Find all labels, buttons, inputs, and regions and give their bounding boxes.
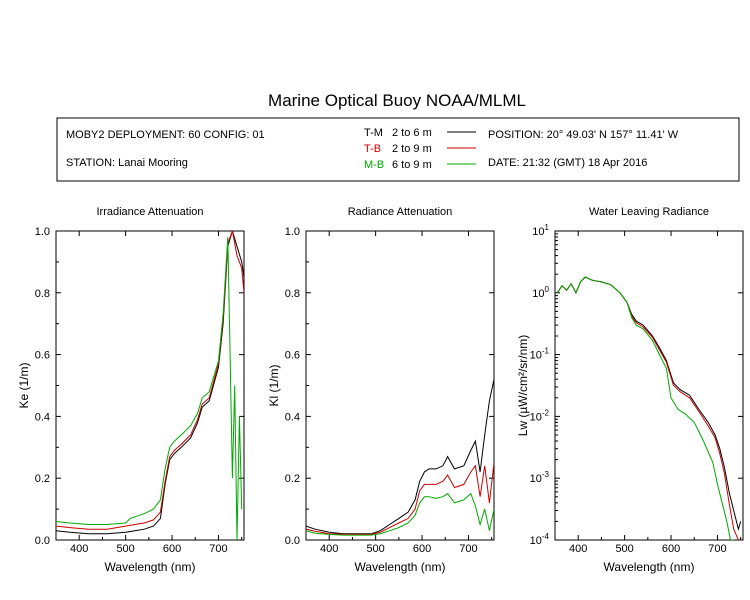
x-tick-label: 700 bbox=[209, 543, 227, 555]
y-tick-label: 101 bbox=[532, 223, 549, 238]
y-tick-label: 10-4 bbox=[530, 532, 550, 547]
legend-range: 6 to 9 m bbox=[392, 159, 432, 171]
series-line-2 bbox=[306, 462, 494, 535]
series-line-2 bbox=[556, 276, 739, 540]
chart-2: Radiance Attenuation 400 500 600 700 0.0 0.2 0.… bbox=[267, 206, 495, 574]
y-axis-label: Ke (1/m) bbox=[17, 362, 31, 408]
chart-3: Water Leaving Radiance 400 500 600 700 101 100… bbox=[516, 206, 744, 574]
deployment-text: MOBY2 DEPLOYMENT: 60 CONFIG: 01 bbox=[66, 129, 265, 141]
y-tick-label: 0.8 bbox=[285, 288, 300, 300]
x-tick-label: 700 bbox=[459, 543, 477, 555]
y-tick-label: 10-1 bbox=[530, 347, 550, 362]
y-tick-label: 0.0 bbox=[285, 535, 300, 547]
x-tick-label: 400 bbox=[70, 543, 88, 555]
y-tick-label: 1.0 bbox=[285, 226, 300, 238]
page-title: Marine Optical Buoy NOAA/MLML bbox=[268, 91, 526, 110]
y-tick-label: 10-3 bbox=[530, 470, 550, 485]
legend-range: 2 to 9 m bbox=[392, 143, 432, 155]
x-axis-label: Wavelength (nm) bbox=[105, 560, 196, 574]
date-text: DATE: 21:32 (GMT) 18 Apr 2016 bbox=[488, 157, 647, 169]
x-tick-label: 600 bbox=[413, 543, 431, 555]
y-tick-label: 0.4 bbox=[35, 411, 50, 423]
chart-title: Irradiance Attenuation bbox=[96, 206, 203, 218]
x-tick-label: 500 bbox=[366, 543, 384, 555]
plot-frame bbox=[55, 230, 245, 541]
station-text: STATION: Lanai Mooring bbox=[66, 157, 188, 169]
y-tick-label: 0.0 bbox=[35, 535, 50, 547]
x-tick-label: 700 bbox=[708, 543, 726, 555]
plot-frame bbox=[554, 230, 744, 541]
chart-title: Radiance Attenuation bbox=[348, 206, 453, 218]
series-line-3 bbox=[56, 237, 243, 540]
legend-range: 2 to 6 m bbox=[392, 127, 432, 139]
y-tick-label: 0.6 bbox=[285, 350, 300, 362]
position-text: POSITION: 20° 49.03' N 157° 11.41' W bbox=[488, 129, 679, 141]
y-tick-label: 0.4 bbox=[285, 411, 300, 423]
x-tick-label: 500 bbox=[116, 543, 134, 555]
series-line-1 bbox=[306, 379, 494, 535]
charts-group: Irradiance Attenuation 400 500 600 700 0.0 0.2… bbox=[17, 206, 744, 574]
y-tick-label: 1.0 bbox=[35, 226, 50, 238]
legend-code: T-M bbox=[364, 127, 383, 139]
chart-1: Irradiance Attenuation 400 500 600 700 0.0 0.2… bbox=[17, 206, 245, 574]
series-line-3 bbox=[306, 492, 494, 536]
y-axis-label: Lw (µW/cm²/sr/nm) bbox=[516, 335, 530, 437]
series-line-1 bbox=[556, 276, 742, 531]
series-line-3 bbox=[556, 276, 734, 540]
y-tick-label: 10-2 bbox=[530, 408, 550, 423]
info-box bbox=[56, 117, 740, 182]
x-axis-label: Wavelength (nm) bbox=[355, 560, 446, 574]
x-tick-label: 600 bbox=[662, 543, 680, 555]
series-line-1 bbox=[56, 231, 244, 535]
legend: T-M 2 to 6 m T-B 2 to 9 m M-B 6 to 9 m bbox=[364, 127, 476, 171]
legend-code: M-B bbox=[364, 159, 384, 171]
y-tick-label: 0.2 bbox=[35, 473, 50, 485]
chart-title: Water Leaving Radiance bbox=[589, 206, 709, 218]
x-tick-label: 400 bbox=[569, 543, 587, 555]
x-tick-label: 400 bbox=[320, 543, 338, 555]
y-axis-label: Kl (1/m) bbox=[267, 364, 281, 406]
y-tick-label: 100 bbox=[532, 285, 549, 300]
x-axis-label: Wavelength (nm) bbox=[604, 560, 695, 574]
y-tick-label: 0.8 bbox=[35, 288, 50, 300]
y-tick-label: 0.6 bbox=[35, 350, 50, 362]
x-tick-label: 500 bbox=[615, 543, 633, 555]
series-line-2 bbox=[56, 231, 244, 530]
y-tick-label: 0.2 bbox=[285, 473, 300, 485]
x-tick-label: 600 bbox=[163, 543, 181, 555]
plot-frame bbox=[305, 230, 495, 541]
legend-code: T-B bbox=[364, 143, 381, 155]
